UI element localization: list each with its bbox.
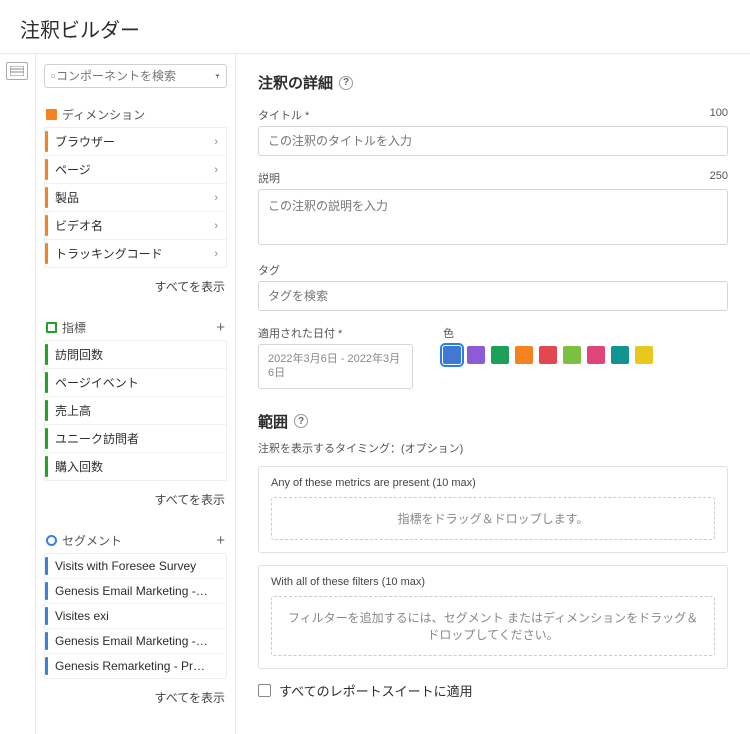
color-swatch[interactable]: [539, 346, 557, 364]
search-input[interactable]: [44, 64, 227, 88]
filters-drop-group: With all of these filters (10 max) フィルター…: [258, 565, 728, 669]
scope-subtitle: 注釈を表示するタイミング：(オプション): [258, 440, 728, 456]
details-section-title: 注釈の詳細 ?: [258, 72, 728, 93]
list-item[interactable]: 売上高: [45, 397, 226, 425]
help-icon[interactable]: ?: [339, 76, 353, 90]
dimensions-header: ディメンション: [44, 106, 227, 123]
list-item[interactable]: トラッキングコード›: [45, 240, 226, 267]
add-segment-button[interactable]: +: [216, 532, 225, 549]
left-gutter: [0, 54, 36, 734]
desc-limit: 250: [710, 170, 728, 186]
add-metric-button[interactable]: +: [216, 319, 225, 336]
date-label: 適用された日付 *: [258, 325, 342, 341]
list-item[interactable]: Genesis Email Marketing - Pro...: [45, 629, 226, 654]
segment-icon: [46, 535, 57, 546]
metrics-drop-group: Any of these metrics are present (10 max…: [258, 466, 728, 553]
sidebar: ディメンション ブラウザー›ページ›製品›ビデオ名›トラッキングコード› すべて…: [36, 54, 236, 734]
metrics-label: 指標: [62, 319, 86, 336]
color-swatch[interactable]: [563, 346, 581, 364]
dimensions-show-all[interactable]: すべてを表示: [44, 272, 227, 313]
title-label: タイトル *: [258, 107, 309, 123]
title-input[interactable]: [258, 126, 728, 156]
filter-icon[interactable]: [215, 70, 220, 83]
desc-label: 説明: [258, 170, 280, 186]
desc-input[interactable]: [258, 189, 728, 245]
segments-show-all[interactable]: すべてを表示: [44, 683, 227, 724]
help-icon[interactable]: ?: [294, 414, 308, 428]
date-input[interactable]: 2022年3月6日 - 2022年3月6日: [258, 344, 413, 389]
metrics-drop-zone[interactable]: 指標をドラッグ＆ドロップします。: [271, 497, 715, 540]
list-item[interactable]: Genesis Email Marketing - Pro...: [45, 579, 226, 604]
panel-toggle-icon[interactable]: [6, 62, 28, 80]
metrics-list: 訪問回数ページイベント売上高ユニーク訪問者購入回数: [44, 340, 227, 481]
segments-header: セグメント +: [44, 532, 227, 549]
metric-icon: [46, 322, 57, 333]
search-field[interactable]: [56, 69, 211, 83]
tag-label: タグ: [258, 262, 280, 278]
title-limit: 100: [710, 107, 728, 123]
color-swatch[interactable]: [515, 346, 533, 364]
list-item[interactable]: 訪問回数: [45, 341, 226, 369]
metrics-header: 指標 +: [44, 319, 227, 336]
apply-all-checkbox[interactable]: [258, 684, 271, 697]
list-item[interactable]: 製品›: [45, 184, 226, 212]
color-swatch[interactable]: [491, 346, 509, 364]
metrics-show-all[interactable]: すべてを表示: [44, 485, 227, 526]
dimension-icon: [46, 109, 57, 120]
metrics-drop-label: Any of these metrics are present (10 max…: [271, 477, 715, 489]
list-item[interactable]: Visits with Foresee Survey: [45, 554, 226, 579]
dimensions-label: ディメンション: [62, 106, 145, 123]
color-swatch[interactable]: [611, 346, 629, 364]
page-title: 注釈ビルダー: [0, 0, 750, 54]
filters-drop-label: With all of these filters (10 max): [271, 576, 715, 588]
list-item[interactable]: 購入回数: [45, 453, 226, 480]
color-label: 色: [443, 325, 454, 341]
color-swatch[interactable]: [587, 346, 605, 364]
list-item[interactable]: Genesis Remarketing - Produc...: [45, 654, 226, 678]
segments-list: Visits with Foresee SurveyGenesis Email …: [44, 553, 227, 679]
list-item[interactable]: Visites exi: [45, 604, 226, 629]
segments-label: セグメント: [62, 532, 122, 549]
color-swatch[interactable]: [635, 346, 653, 364]
list-item[interactable]: ユニーク訪問者: [45, 425, 226, 453]
list-item[interactable]: ページ›: [45, 156, 226, 184]
color-swatch[interactable]: [467, 346, 485, 364]
list-item[interactable]: ビデオ名›: [45, 212, 226, 240]
scope-section-title: 範囲 ?: [258, 411, 728, 432]
content: 注釈の詳細 ? タイトル * 100 説明 250 タグ 適用された日付 * 2…: [236, 54, 750, 734]
list-item[interactable]: ブラウザー›: [45, 128, 226, 156]
apply-all-label: すべてのレポートスイートに適用: [279, 681, 473, 700]
color-swatches: [443, 346, 653, 364]
dimensions-list: ブラウザー›ページ›製品›ビデオ名›トラッキングコード›: [44, 127, 227, 268]
tag-input[interactable]: [258, 281, 728, 311]
apply-all-row[interactable]: すべてのレポートスイートに適用: [258, 681, 728, 700]
filters-drop-zone[interactable]: フィルターを追加するには、セグメント またはディメンションをドラッグ＆ドロップし…: [271, 596, 715, 656]
color-swatch[interactable]: [443, 346, 461, 364]
list-item[interactable]: ページイベント: [45, 369, 226, 397]
